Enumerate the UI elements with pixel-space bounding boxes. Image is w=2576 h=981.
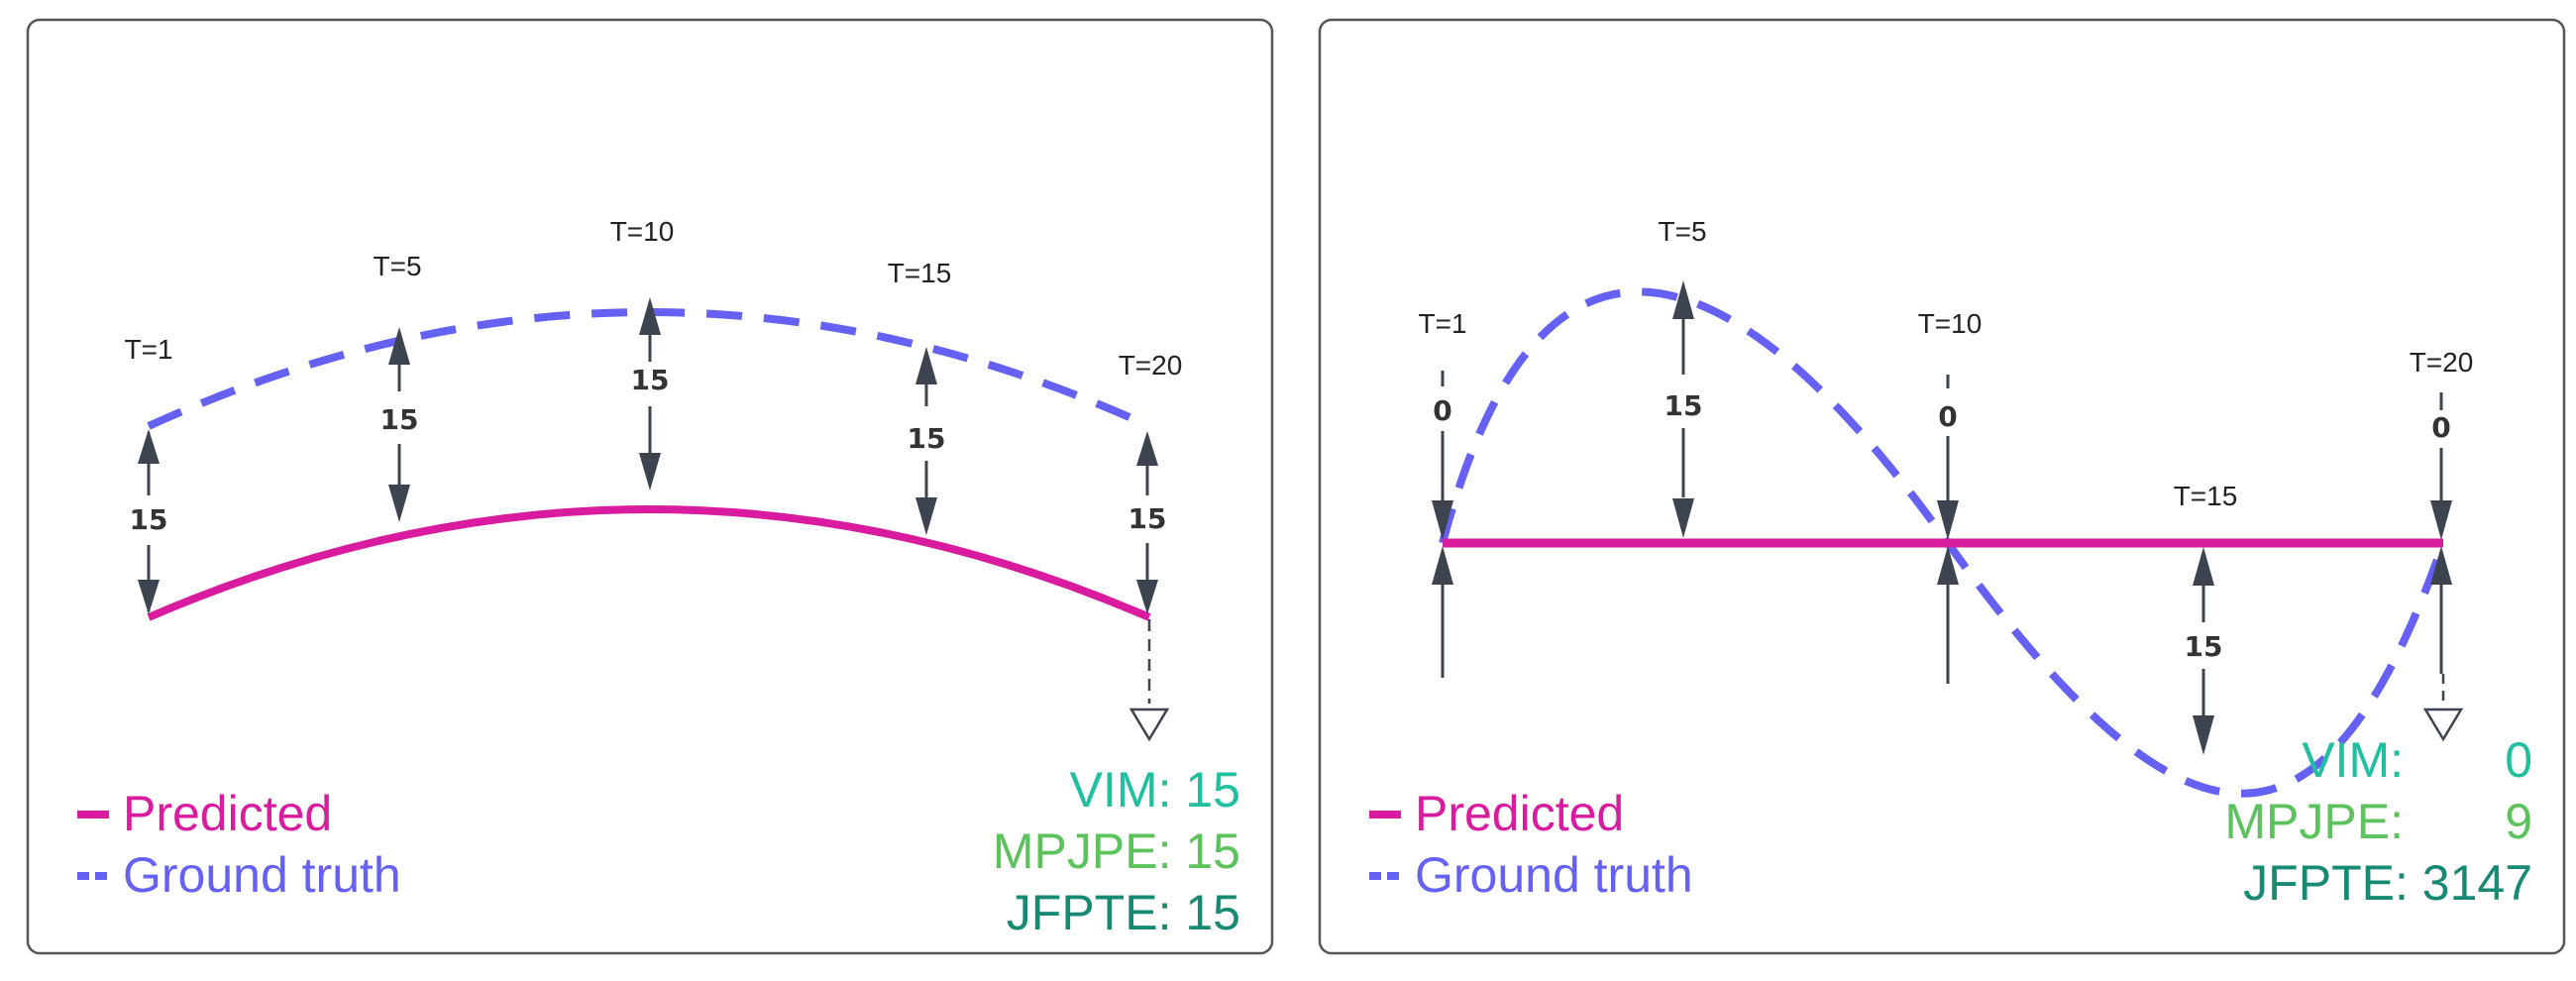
endpoint-triangle-icon bbox=[1128, 708, 1170, 742]
metrics: VIM: 0 MPJPE: 9 JFPTE: 3147 bbox=[2224, 732, 2532, 911]
metric-vim-name: VIM: bbox=[2302, 732, 2404, 788]
metric-vim-value: 0 bbox=[2505, 732, 2532, 788]
distance-arrow-t10: 15 bbox=[631, 297, 670, 490]
distance-label: 0 bbox=[1938, 400, 1957, 433]
distance-label: 0 bbox=[1433, 394, 1451, 427]
endpoint-triangle-icon bbox=[2422, 708, 2464, 742]
time-label: T=1 bbox=[1418, 308, 1466, 339]
panel-left: 15 15 15 15 15 bbox=[26, 18, 1274, 955]
distance-label: 15 bbox=[1664, 389, 1703, 422]
time-label: T=10 bbox=[1918, 308, 1983, 339]
legend: Predicted Ground truth bbox=[77, 786, 401, 903]
distance-arrow-t1: 15 bbox=[130, 429, 168, 614]
time-label: T=1 bbox=[124, 334, 172, 365]
time-label: T=5 bbox=[373, 251, 421, 281]
predicted-curve bbox=[147, 505, 1151, 621]
panel-right-frame bbox=[1318, 18, 2566, 955]
legend-predicted-label: Predicted bbox=[1415, 786, 1624, 841]
time-label: T=20 bbox=[1119, 350, 1183, 381]
distance-arrow-t20: 15 bbox=[1128, 431, 1170, 742]
time-label: T=15 bbox=[2174, 481, 2238, 511]
metric-mpjpe-value: 9 bbox=[2505, 794, 2532, 849]
time-label: T=10 bbox=[610, 216, 675, 247]
legend-ground-truth-label: Ground truth bbox=[1415, 847, 1693, 903]
time-label: T=15 bbox=[888, 258, 952, 288]
distance-label: 15 bbox=[2185, 630, 2223, 663]
distance-arrow-t15: 15 bbox=[908, 347, 946, 535]
distance-label: 15 bbox=[1128, 502, 1167, 535]
distance-label: 0 bbox=[2431, 411, 2450, 444]
distance-arrow-t15: 15 bbox=[2185, 547, 2223, 755]
distance-arrow-t20: 0 bbox=[2422, 392, 2464, 742]
metric-jfpte: JFPTE: 3147 bbox=[2243, 855, 2532, 911]
legend-ground-truth-label: Ground truth bbox=[123, 847, 401, 903]
distance-label: 15 bbox=[130, 503, 168, 536]
time-label: T=5 bbox=[1658, 216, 1706, 247]
legend: Predicted Ground truth bbox=[1369, 786, 1693, 903]
metric-mpjpe: MPJPE: 15 bbox=[993, 823, 1240, 879]
distance-arrow-t1: 0 bbox=[1432, 371, 1453, 678]
distance-label: 15 bbox=[631, 364, 670, 396]
time-label: T=20 bbox=[2410, 347, 2474, 378]
distance-label: 15 bbox=[380, 403, 419, 436]
metric-jfpte: JFPTE: 15 bbox=[1007, 885, 1240, 940]
distance-arrow-t10: 0 bbox=[1937, 375, 1959, 684]
distance-arrow-t5: 15 bbox=[1664, 280, 1703, 538]
legend-predicted-label: Predicted bbox=[123, 786, 332, 841]
metric-vim: VIM: 15 bbox=[1070, 762, 1240, 818]
metric-mpjpe-name: MPJPE: bbox=[2224, 794, 2404, 849]
metrics: VIM: 15 MPJPE: 15 JFPTE: 15 bbox=[993, 762, 1240, 940]
distance-arrow-t5: 15 bbox=[380, 327, 419, 522]
panel-right: 0 15 0 15 bbox=[1318, 18, 2566, 955]
distance-label: 15 bbox=[908, 422, 946, 455]
